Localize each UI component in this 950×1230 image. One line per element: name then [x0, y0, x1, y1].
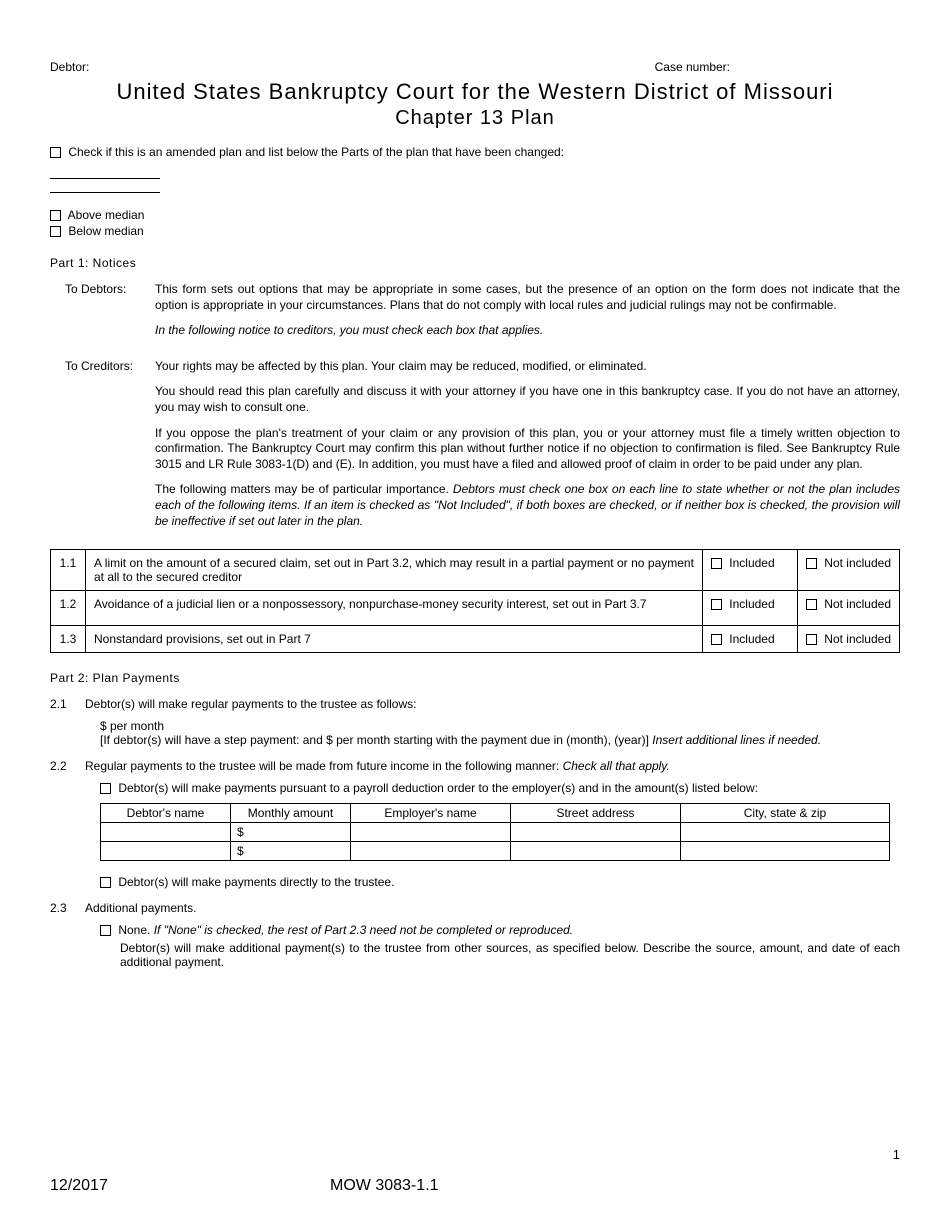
table-row: $ [101, 823, 890, 842]
section-23-label: Additional payments. [85, 901, 900, 915]
footer-date: 12/2017 [50, 1177, 330, 1195]
section-21-text: Debtor(s) will make regular payments to … [85, 697, 900, 711]
to-creditors-label: To Creditors: [65, 359, 155, 539]
debtor-label: Debtor: [50, 60, 89, 74]
to-creditors-p4: The following matters may be of particul… [155, 482, 900, 529]
col-street-address: Street address [511, 804, 681, 823]
amended-parts-lines [50, 165, 900, 193]
item-desc: Nonstandard provisions, set out in Part … [86, 626, 703, 653]
table-row: 1.1 A limit on the amount of a secured c… [51, 550, 900, 591]
not-included-label: Not included [824, 632, 891, 646]
below-median-label: Below median [68, 224, 143, 238]
section-21-detail: $ per month [If debtor(s) will have a st… [100, 719, 900, 747]
none-italic: If "None" is checked, the rest of Part 2… [154, 923, 573, 937]
to-debtors-text: This form sets out options that may be a… [155, 282, 900, 313]
table-row: 1.2 Avoidance of a judicial lien or a no… [51, 591, 900, 626]
payroll-deduction-checkbox[interactable] [100, 783, 111, 794]
section-num-23: 2.3 [50, 901, 85, 915]
payroll-deduction-label: Debtor(s) will make payments pursuant to… [118, 781, 758, 795]
notice-items-table: 1.1 A limit on the amount of a secured c… [50, 549, 900, 653]
included-label: Included [729, 597, 774, 611]
to-creditors-p1: Your rights may be affected by this plan… [155, 359, 900, 375]
included-label: Included [729, 556, 774, 570]
payment-table: Debtor's name Monthly amount Employer's … [100, 803, 890, 861]
included-checkbox[interactable] [711, 558, 722, 569]
included-checkbox[interactable] [711, 599, 722, 610]
section-num-22: 2.2 [50, 759, 85, 773]
none-label: None. [118, 923, 153, 937]
col-debtor-name: Debtor's name [101, 804, 231, 823]
item-num: 1.1 [51, 550, 86, 591]
table-row: $ [101, 842, 890, 861]
section-22-text: Regular payments to the trustee will be … [85, 759, 900, 773]
section-23-text: Debtor(s) will make additional payment(s… [120, 941, 900, 969]
court-title: United States Bankruptcy Court for the W… [50, 79, 900, 105]
footer-form: MOW 3083-1.1 [330, 1177, 438, 1195]
not-included-label: Not included [824, 597, 891, 611]
item-num: 1.2 [51, 591, 86, 626]
included-label: Included [729, 632, 774, 646]
to-creditors-p3: If you oppose the plan's treatment of yo… [155, 426, 900, 473]
col-monthly-amount: Monthly amount [231, 804, 351, 823]
to-debtors-label: To Debtors: [65, 282, 155, 349]
not-included-checkbox[interactable] [806, 558, 817, 569]
item-desc: A limit on the amount of a secured claim… [86, 550, 703, 591]
above-median-label: Above median [68, 208, 145, 222]
to-debtors-italic: In the following notice to creditors, yo… [155, 323, 900, 339]
plan-subtitle: Chapter 13 Plan [50, 107, 900, 130]
part1-header: Part 1: Notices [50, 256, 900, 270]
direct-payment-label: Debtor(s) will make payments directly to… [118, 875, 394, 889]
not-included-checkbox[interactable] [806, 599, 817, 610]
not-included-checkbox[interactable] [806, 634, 817, 645]
amended-plan-label: Check if this is an amended plan and lis… [68, 145, 564, 159]
none-checkbox[interactable] [100, 925, 111, 936]
included-checkbox[interactable] [711, 634, 722, 645]
page-number: 1 [50, 1147, 900, 1162]
col-employer-name: Employer's name [351, 804, 511, 823]
not-included-label: Not included [824, 556, 891, 570]
col-city-state-zip: City, state & zip [681, 804, 890, 823]
section-num-21: 2.1 [50, 697, 85, 711]
part2-header: Part 2: Plan Payments [50, 671, 900, 685]
below-median-checkbox[interactable] [50, 226, 61, 237]
table-row: 1.3 Nonstandard provisions, set out in P… [51, 626, 900, 653]
amended-plan-checkbox[interactable] [50, 147, 61, 158]
above-median-checkbox[interactable] [50, 210, 61, 221]
to-creditors-p2: You should read this plan carefully and … [155, 384, 900, 415]
item-desc: Avoidance of a judicial lien or a nonpos… [86, 591, 703, 626]
item-num: 1.3 [51, 626, 86, 653]
case-number-label: Case number: [655, 60, 730, 74]
direct-payment-checkbox[interactable] [100, 877, 111, 888]
